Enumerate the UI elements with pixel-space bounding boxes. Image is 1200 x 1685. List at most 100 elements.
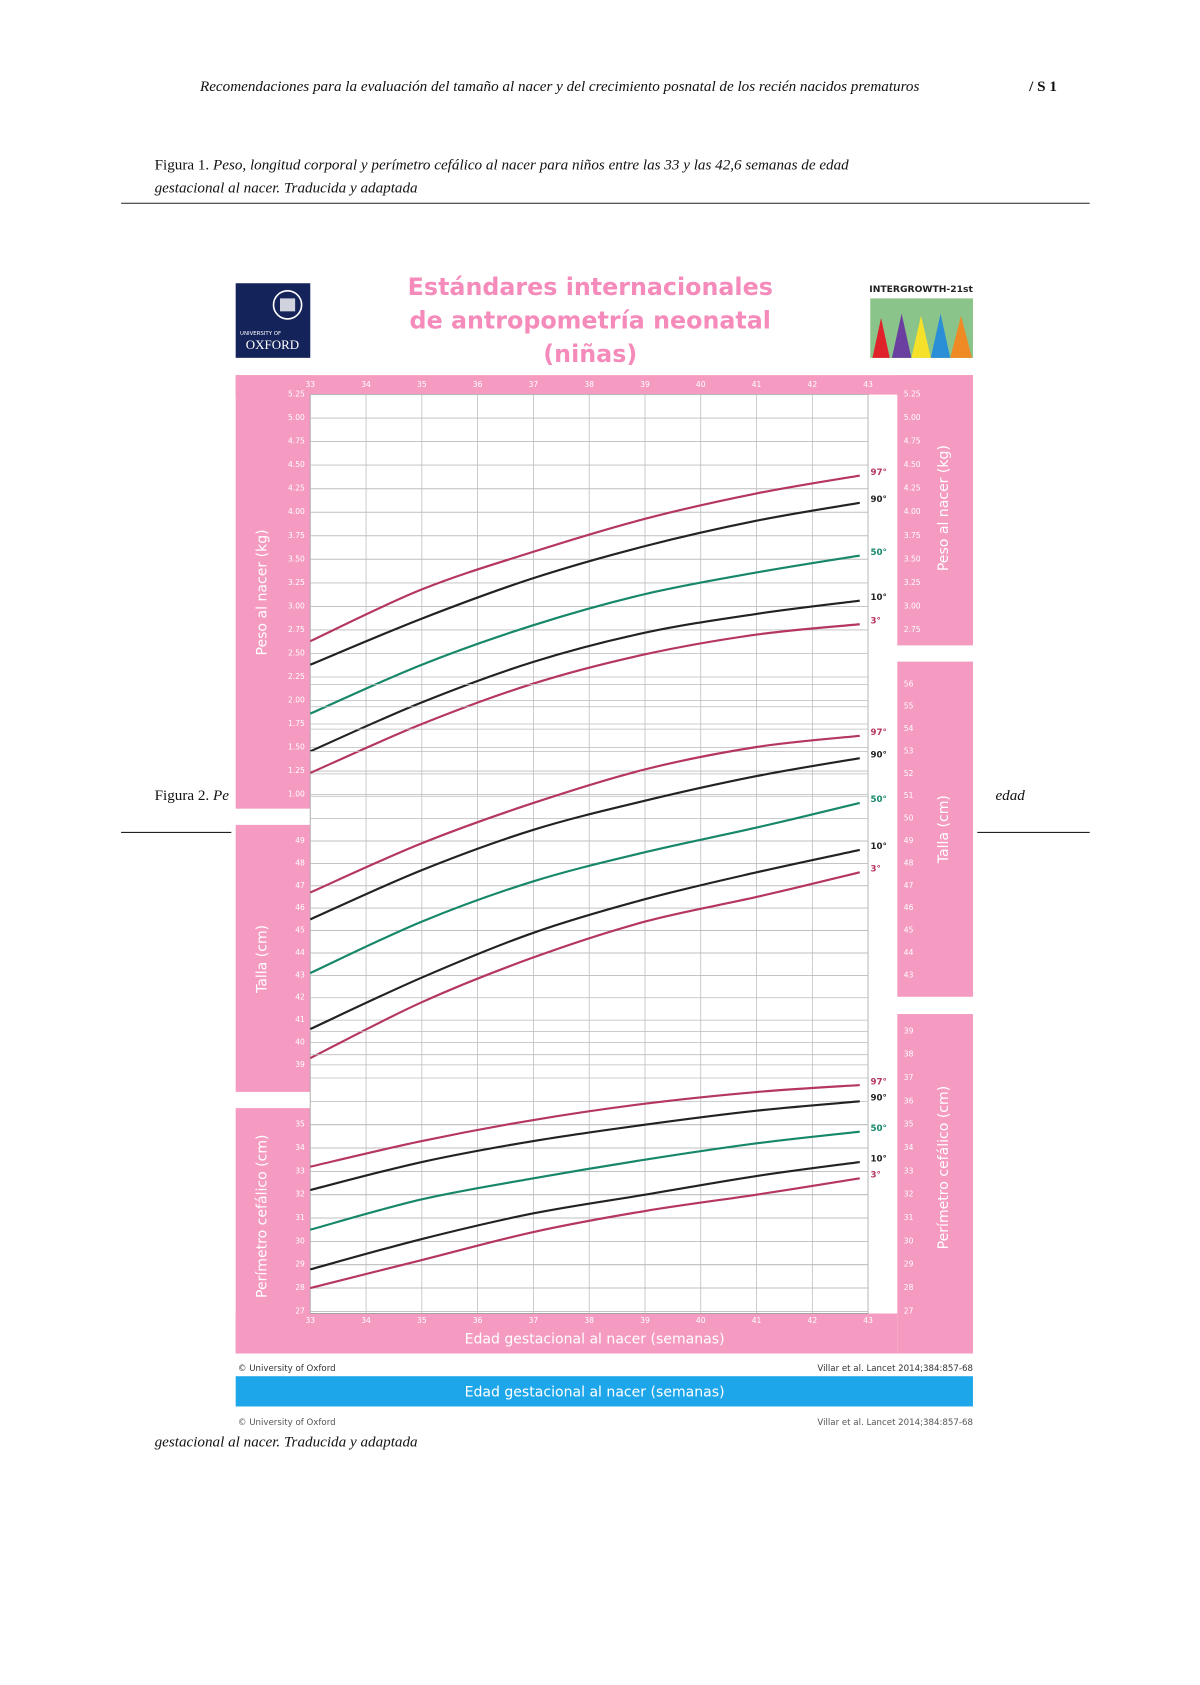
x-tick-label: 36 — [473, 380, 483, 389]
percentile-curve — [309, 848, 860, 1031]
x-tick-label: 39 — [640, 380, 650, 389]
legend-label: 50° — [871, 548, 887, 558]
legend-label: 90° — [871, 750, 887, 760]
y2-tick-label: 51 — [904, 791, 914, 800]
growth-chart: UNIVERSITY OF OXFORD Estándares internac… — [231, 268, 978, 1432]
y2-tick-label: 4.25 — [904, 484, 921, 493]
percentile-curve — [309, 734, 860, 894]
percentile-curve — [310, 1177, 860, 1290]
y2-tick-label: 56 — [904, 679, 914, 688]
copyright: © University of Oxford — [238, 1364, 336, 1374]
x-tick-label: 40 — [696, 380, 706, 389]
frame — [235, 824, 311, 1092]
logo-figure — [950, 315, 972, 358]
y-tick-label: 3.50 — [288, 554, 305, 563]
x-tick-label: 33 — [305, 1316, 315, 1325]
y-tick-label: 5.25 — [288, 390, 305, 399]
caption-text: Pe — [212, 788, 229, 804]
y-tick-label: 3.25 — [288, 578, 305, 587]
y-axis-label: Perímetro cefálico (cm) — [255, 1134, 271, 1298]
frame — [235, 1313, 898, 1354]
percentile-curve — [310, 1083, 860, 1168]
y2-tick-label: 37 — [904, 1073, 914, 1082]
x-tick-label: 38 — [584, 1316, 594, 1325]
y2-tick-label: 33 — [904, 1166, 914, 1175]
x-tick-label: 43 — [863, 380, 873, 389]
y2-tick-label: 4.50 — [904, 460, 921, 469]
y-axis-label: Peso al nacer (kg) — [936, 445, 952, 571]
logo-figure — [891, 313, 912, 358]
y2-tick-label: 4.00 — [904, 507, 921, 516]
x-tick-label: 33 — [305, 380, 315, 389]
y2-tick-label: 55 — [904, 702, 914, 711]
y-tick-label: 42 — [295, 993, 305, 1002]
y2-tick-label: 32 — [904, 1190, 914, 1199]
legend-label: 90° — [871, 495, 887, 505]
y-axis-label: Peso al nacer (kg) — [255, 529, 271, 655]
y2-tick-label: 35 — [904, 1120, 914, 1129]
legend-label: 90° — [871, 1094, 887, 1104]
figure-caption: Figura 2. Pe — [155, 788, 230, 804]
y-tick-label: 1.25 — [288, 766, 305, 775]
y2-tick-label: 3.75 — [904, 531, 921, 540]
y-tick-label: 29 — [295, 1260, 305, 1269]
y2-tick-label: 36 — [904, 1096, 914, 1105]
copyright: © University of Oxford — [238, 1418, 336, 1428]
caption-text: gestacional al nacer. Traducida y adapta… — [155, 1434, 418, 1450]
x-axis-label: Edad gestacional al nacer (semanas) — [465, 1331, 725, 1347]
y-tick-label: 48 — [295, 858, 305, 867]
logo-figure — [872, 317, 890, 358]
y-tick-label: 1.00 — [288, 790, 305, 799]
y2-tick-label: 46 — [904, 903, 914, 912]
logo-text: INTERGROWTH-21st — [869, 284, 973, 295]
chart-title: Estándares internacionales — [408, 273, 773, 301]
chart-title: de antropometría neonatal — [410, 307, 771, 335]
y-tick-label: 40 — [295, 1037, 305, 1046]
x-tick-label: 42 — [808, 1316, 818, 1325]
percentile-curve — [309, 599, 860, 753]
citation: Villar et al. Lancet 2014;384:857-68 — [817, 1418, 973, 1428]
logo-figure — [930, 313, 951, 358]
y-tick-label: 31 — [295, 1213, 305, 1222]
y-tick-label: 46 — [295, 903, 305, 912]
chart-title: (niñas) — [543, 340, 637, 368]
y-tick-label: 2.25 — [288, 672, 305, 681]
y-tick-label: 5.00 — [288, 413, 305, 422]
percentile-curve — [309, 801, 860, 975]
y-axis-label: Talla (cm) — [255, 925, 271, 994]
y2-tick-label: 2.75 — [904, 625, 921, 634]
logo-text: UNIVERSITY OF — [240, 331, 281, 337]
x-tick-label: 35 — [417, 380, 427, 389]
x-tick-label: 41 — [752, 1316, 762, 1325]
y-tick-label: 1.50 — [288, 743, 305, 752]
x-tick-label: 40 — [696, 1316, 706, 1325]
caption-text: Peso, longitud corporal y perímetro cefá… — [212, 158, 849, 174]
y2-tick-label: 3.50 — [904, 554, 921, 563]
y-axis-label: Talla (cm) — [936, 795, 952, 864]
y-tick-label: 35 — [295, 1120, 305, 1129]
x-tick-label: 39 — [640, 1316, 650, 1325]
y-tick-label: 32 — [295, 1190, 305, 1199]
legend-label: 97° — [871, 1077, 887, 1087]
percentile-curve — [309, 554, 860, 715]
y2-tick-label: 5.25 — [904, 390, 921, 399]
x-tick-label: 37 — [529, 1316, 539, 1325]
y2-tick-label: 4.75 — [904, 437, 921, 446]
y-tick-label: 44 — [295, 948, 305, 957]
y2-tick-label: 38 — [904, 1050, 914, 1059]
frame — [897, 375, 973, 646]
frame — [897, 1014, 973, 1354]
y-tick-label: 45 — [295, 926, 305, 935]
y-tick-label: 39 — [295, 1060, 305, 1069]
y-tick-label: 34 — [295, 1143, 305, 1152]
y-tick-label: 4.25 — [288, 484, 305, 493]
y2-tick-label: 3.00 — [904, 601, 921, 610]
x-tick-label: 34 — [361, 1316, 371, 1325]
legend-label: 10° — [871, 593, 887, 603]
frame — [235, 375, 973, 395]
y-tick-label: 3.75 — [288, 531, 305, 540]
y2-tick-label: 39 — [904, 1026, 914, 1035]
legend-label: 10° — [871, 1154, 887, 1164]
y-tick-label: 4.75 — [288, 437, 305, 446]
